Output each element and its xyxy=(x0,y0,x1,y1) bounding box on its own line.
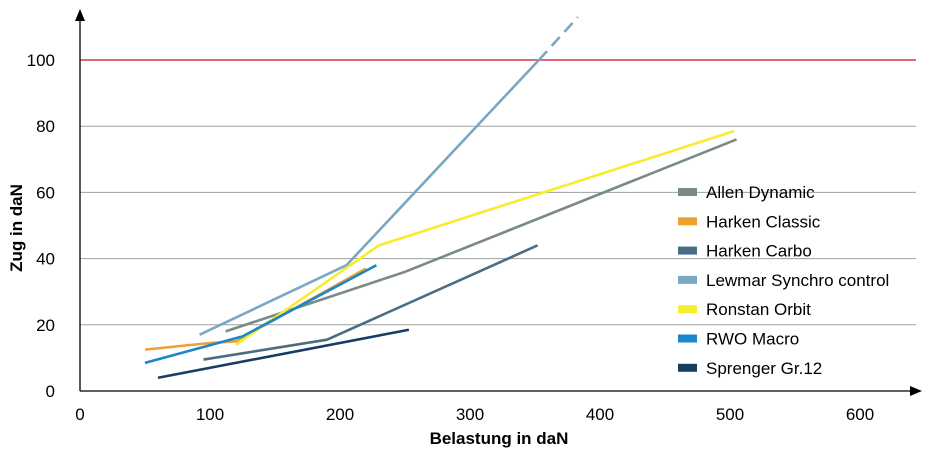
legend-swatch xyxy=(678,363,697,372)
x-axis xyxy=(80,386,922,396)
y-axis-title: Zug in daN xyxy=(7,184,26,272)
legend-swatch xyxy=(678,275,697,284)
grid-lines xyxy=(80,125,916,326)
y-axis-arrow xyxy=(75,9,85,21)
series-line-sprenger-gr-12 xyxy=(157,328,410,380)
y-tick-label: 0 xyxy=(46,382,55,401)
legend-swatch xyxy=(678,334,697,343)
y-tick-label: 60 xyxy=(36,183,55,202)
legend-label: RWO Macro xyxy=(706,330,799,349)
series-lines xyxy=(144,16,737,380)
y-tick-label: 40 xyxy=(36,250,55,269)
x-tick-label: 200 xyxy=(326,405,354,424)
tick-labels: 0 100 200 300 400 500 600 0 20 40 60 80 100 xyxy=(27,51,875,424)
series-line-lewmar-synchro-control xyxy=(199,59,540,336)
x-tick-label: 400 xyxy=(586,405,614,424)
legend-label: Lewmar Synchro control xyxy=(706,271,889,290)
legend-label: Harken Classic xyxy=(706,212,821,231)
x-axis-arrow xyxy=(910,386,922,396)
legend-swatch xyxy=(678,246,697,255)
legend: Allen Dynamic Harken Classic Harken Carbo L… xyxy=(678,183,889,378)
x-tick-label: 600 xyxy=(846,405,874,424)
legend-swatch xyxy=(678,188,697,196)
series-line-harken-carbo xyxy=(203,244,539,361)
y-tick-label: 80 xyxy=(36,117,55,136)
legend-label: Allen Dynamic xyxy=(706,183,815,202)
legend-label: Sprenger Gr.12 xyxy=(706,359,822,378)
x-tick-label: 0 xyxy=(75,405,84,424)
x-tick-label: 300 xyxy=(456,405,484,424)
series-line-allen-dynamic xyxy=(225,138,737,333)
y-axis xyxy=(75,9,85,391)
legend-label: Ronstan Orbit xyxy=(706,300,811,319)
x-axis-title: Belastung in daN xyxy=(430,429,569,448)
y-tick-label: 100 xyxy=(27,51,55,70)
x-tick-label: 100 xyxy=(196,405,224,424)
series-line-ronstan-orbit xyxy=(235,129,735,346)
legend-label: Harken Carbo xyxy=(706,242,812,261)
y-tick-label: 20 xyxy=(36,316,55,335)
legend-swatch xyxy=(678,217,697,226)
x-tick-label: 500 xyxy=(716,405,744,424)
legend-swatch xyxy=(678,305,697,314)
series-line-lewmar-synchro-control-extrapolated xyxy=(537,16,579,61)
series-line-rwo-macro xyxy=(144,264,378,365)
